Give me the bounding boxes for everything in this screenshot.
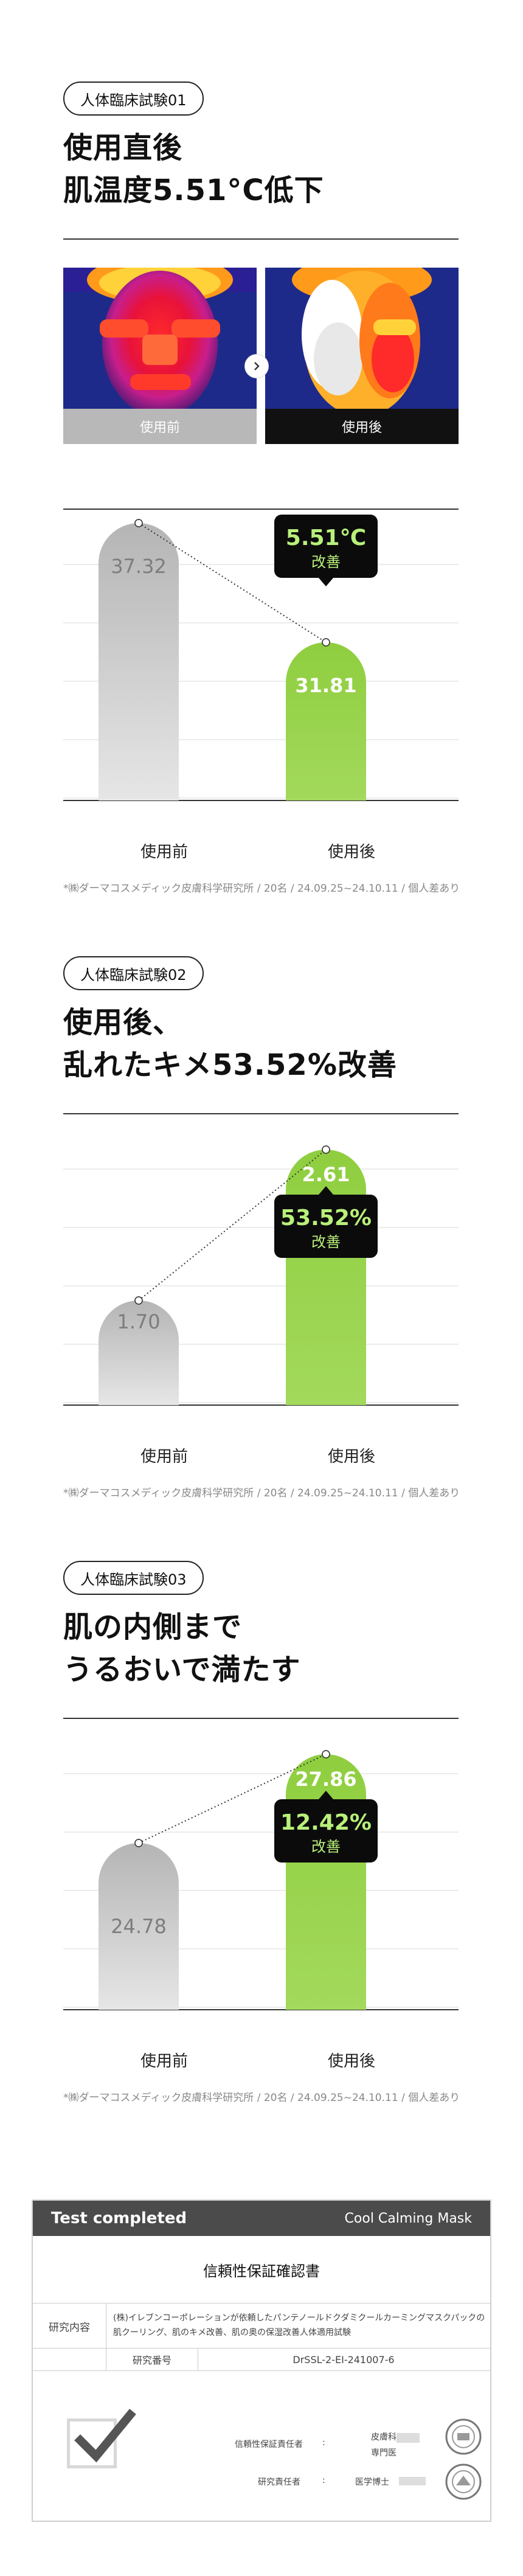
improvement-callout: 53.52% 改善 [274,1186,378,1258]
certificate-title: 信頼性保証確認書 [203,2263,320,2280]
value-label-before: 37.32 [111,555,167,578]
certificate-header: Test completed Cool Calming Mask [33,2201,490,2236]
certificate-product: Cool Calming Mask [344,2211,472,2226]
divider [63,238,459,240]
data-point [322,1145,330,1154]
researcher-value: 医学博士 [355,2477,389,2487]
thermal-before-caption: 使用前 [63,409,257,444]
x-label-before: 使用前 [140,843,188,861]
callout-value: 5.51℃ [286,526,366,550]
value-label-before: 24.78 [111,1915,167,1938]
improvement-callout: 5.51℃ 改善 [274,515,378,586]
bar-before [99,1843,179,2010]
bar-after [286,642,366,800]
certificate-number-row: 研究番号 DrSSL-2-EI-241007-6 [33,2348,490,2371]
data-point [134,519,143,527]
colon: : [322,2476,325,2485]
colon: : [322,2438,325,2448]
trend-line [138,522,327,643]
signature-image [399,2477,426,2485]
callout-value: 53.52% [280,1206,372,1231]
thermal-image-before: 使用前 [63,268,257,444]
bar-before [99,1300,179,1405]
seal-stamp-icon [445,2418,482,2455]
checkbox-icon [67,2418,117,2468]
x-label-before: 使用前 [140,2052,188,2071]
chevron-right-icon [244,354,269,378]
signature-image [397,2433,420,2443]
divider [63,509,459,510]
thermal-after-caption: 使用後 [265,409,459,444]
x-label-before: 使用前 [140,1448,188,1466]
thermal-face-before-image [63,268,257,417]
certificate-status: Test completed [51,2209,187,2227]
qa-value: 皮膚科 専門医 [371,2432,397,2458]
footnote: *㈱ダーマコスメディック皮膚科学研究所 / 20名 / 24.09.25~24.… [63,883,460,895]
callout-sub: 改善 [311,1234,341,1251]
researcher-label: 研究責任者 [258,2477,300,2487]
number-value: DrSSL-2-EI-241007-6 [293,2353,395,2366]
checkmark-icon [74,2409,136,2463]
data-point [134,1839,143,1847]
certificate-content-row: 研究内容 (株)イレブンコーポレーションが依頼したパンテノールドクダミクールカー… [33,2303,490,2349]
footnote: *㈱ダーマコスメディック皮膚科学研究所 / 20名 / 24.09.25~24.… [63,1487,460,1499]
number-label: 研究番号 [106,2349,198,2370]
value-label-after: 27.86 [295,1768,356,1791]
section-title-3: 肌の内側まで うるおいで満たす [63,1610,301,1687]
callout-sub: 改善 [311,554,341,571]
reliability-certificate: Test completed Cool Calming Mask 信頼性保証確認… [32,2199,491,2522]
content-label: 研究内容 [33,2303,106,2349]
clinical-test-badge-2: 人体臨床試験02 [63,956,204,990]
bar-before [99,523,179,800]
data-point [134,1296,143,1305]
x-label-after: 使用後 [327,843,375,861]
seal-stamp-icon [445,2463,482,2500]
clinical-test-badge-1: 人体臨床試験01 [63,82,204,116]
value-label-after: 2.61 [302,1163,350,1186]
x-label-after: 使用後 [327,1448,375,1466]
value-label-before: 1.70 [117,1310,160,1333]
improvement-callout: 12.42% 改善 [274,1791,378,1863]
divider [63,1718,459,1719]
bar-chart-2: 1.70 2.61 53.52% 改善 [63,1114,459,1431]
x-label-after: 使用後 [327,2052,375,2071]
divider [63,1113,459,1114]
section-title-2: 使用後、 乱れたキメ53.52%改善 [63,1005,397,1082]
bar-chart-1: 37.32 31.81 5.51℃ 改善 [63,510,459,826]
section-title-1: 使用直後 肌温度5.51°C低下 [63,131,324,207]
data-point [322,638,330,647]
thermal-image-after: 使用後 [265,268,459,444]
qa-label: 信頼性保証責任者 [235,2440,303,2449]
thermal-face-after-image [265,268,459,417]
content-text: (株)イレブンコーポレーションが依頼したパンテノールドクダミクールカーミングマス… [113,2313,485,2338]
clinical-test-badge-3: 人体臨床試験03 [63,1561,204,1595]
footnote: *㈱ダーマコスメディック皮膚科学研究所 / 20名 / 24.09.25~24.… [63,2092,460,2104]
callout-value: 12.42% [280,1810,372,1835]
bar-chart-3: 24.78 27.86 12.42% 改善 [63,1719,459,2035]
callout-sub: 改善 [311,1838,341,1855]
data-point [322,1750,330,1758]
value-label-after: 31.81 [295,674,356,697]
